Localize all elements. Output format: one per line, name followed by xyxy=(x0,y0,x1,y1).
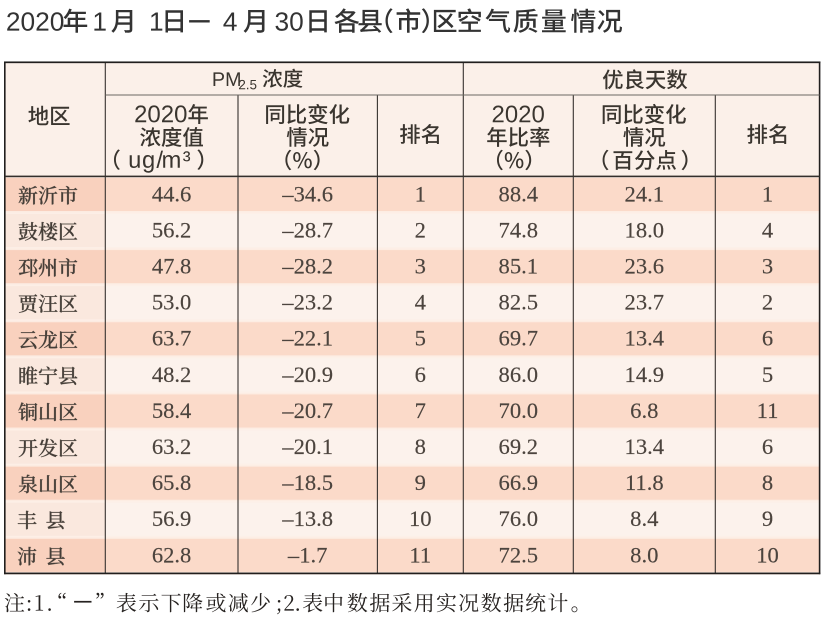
svg-text:88.4: 88.4 xyxy=(499,181,539,206)
svg-text:–20.1: –20.1 xyxy=(281,434,333,459)
svg-text:3: 3 xyxy=(762,254,773,279)
svg-text:1: 1 xyxy=(415,181,426,206)
svg-text:8.0: 8.0 xyxy=(630,542,658,567)
svg-text:7: 7 xyxy=(415,398,426,423)
svg-text:63.2: 63.2 xyxy=(152,434,192,459)
svg-text:–28.7: –28.7 xyxy=(281,217,333,242)
svg-text:47.8: 47.8 xyxy=(152,254,192,279)
svg-text:58.4: 58.4 xyxy=(152,398,192,423)
svg-text:5: 5 xyxy=(415,326,426,351)
svg-text:3: 3 xyxy=(415,254,426,279)
svg-text:72.5: 72.5 xyxy=(499,542,539,567)
svg-text:–23.2: –23.2 xyxy=(281,290,333,315)
svg-text:48.2: 48.2 xyxy=(152,362,192,387)
svg-text:–13.8: –13.8 xyxy=(281,506,333,531)
svg-text:9: 9 xyxy=(415,470,426,495)
svg-text:69.7: 69.7 xyxy=(499,326,539,351)
svg-text:74.8: 74.8 xyxy=(499,217,539,242)
svg-text:13.4: 13.4 xyxy=(625,326,665,351)
svg-text:–28.2: –28.2 xyxy=(281,254,333,279)
svg-text:14.9: 14.9 xyxy=(625,362,665,387)
svg-text:66.9: 66.9 xyxy=(499,470,539,495)
svg-text:10: 10 xyxy=(756,542,779,567)
svg-text:24.1: 24.1 xyxy=(625,181,665,206)
svg-text:65.8: 65.8 xyxy=(152,470,192,495)
svg-text:86.0: 86.0 xyxy=(499,362,539,387)
svg-text:23.6: 23.6 xyxy=(625,254,665,279)
svg-text:–1.7: –1.7 xyxy=(287,542,328,567)
svg-text:8: 8 xyxy=(415,434,426,459)
svg-text:44.6: 44.6 xyxy=(152,181,192,206)
svg-text:76.0: 76.0 xyxy=(499,506,539,531)
svg-text:9: 9 xyxy=(762,506,773,531)
svg-text:69.2: 69.2 xyxy=(499,434,539,459)
svg-text:–22.1: –22.1 xyxy=(281,326,333,351)
svg-text:–34.6: –34.6 xyxy=(281,181,333,206)
svg-text:63.7: 63.7 xyxy=(152,326,192,351)
svg-text:11.8: 11.8 xyxy=(625,470,664,495)
svg-text:2: 2 xyxy=(762,290,773,315)
svg-text:85.1: 85.1 xyxy=(499,254,539,279)
svg-text:4: 4 xyxy=(762,217,773,242)
svg-text:6.8: 6.8 xyxy=(630,398,658,423)
svg-text:11: 11 xyxy=(409,542,431,567)
svg-text:–20.7: –20.7 xyxy=(281,398,333,423)
svg-text:56.9: 56.9 xyxy=(152,506,192,531)
svg-text:6: 6 xyxy=(762,326,773,351)
svg-text:11: 11 xyxy=(757,398,779,423)
svg-text:56.2: 56.2 xyxy=(152,217,192,242)
svg-text:6: 6 xyxy=(415,362,426,387)
svg-text:–18.5: –18.5 xyxy=(281,470,333,495)
svg-text:8.4: 8.4 xyxy=(630,506,658,531)
svg-text:70.0: 70.0 xyxy=(499,398,539,423)
svg-text:10: 10 xyxy=(409,506,432,531)
svg-text:53.0: 53.0 xyxy=(152,290,192,315)
svg-text:2: 2 xyxy=(415,217,426,242)
svg-text:5: 5 xyxy=(762,362,773,387)
svg-text:–20.9: –20.9 xyxy=(281,362,333,387)
svg-text:23.7: 23.7 xyxy=(625,290,665,315)
svg-text:4: 4 xyxy=(415,290,426,315)
svg-text:6: 6 xyxy=(762,434,773,459)
svg-text:1: 1 xyxy=(762,181,773,206)
svg-text:82.5: 82.5 xyxy=(499,290,539,315)
svg-text:13.4: 13.4 xyxy=(625,434,665,459)
svg-text:62.8: 62.8 xyxy=(152,542,192,567)
svg-text:8: 8 xyxy=(762,470,773,495)
svg-text:18.0: 18.0 xyxy=(625,217,665,242)
